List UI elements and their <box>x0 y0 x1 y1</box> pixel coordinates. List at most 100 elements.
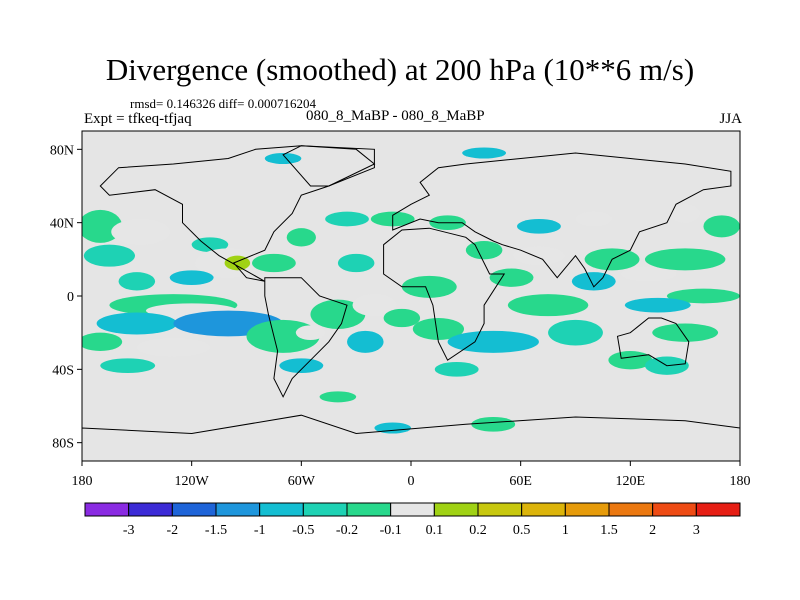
coastline-outline <box>99 145 376 282</box>
colorbar-label: -3 <box>123 523 135 538</box>
divergence-blob <box>644 248 726 271</box>
lon-tick-label: 180 <box>72 474 93 489</box>
divergence-blob <box>624 297 691 313</box>
divergence-blob <box>319 391 357 403</box>
latitude-axis: 80N 40N 0 40S 80S <box>50 143 82 452</box>
colorbar-swatch <box>346 502 392 517</box>
divergence-blob <box>465 241 503 260</box>
coastlines <box>82 145 740 461</box>
colorbar-swatch <box>521 502 566 517</box>
divergence-blob <box>347 330 384 353</box>
divergence-blob <box>517 219 561 234</box>
divergence-blob <box>136 338 210 357</box>
coastline-outline <box>383 227 506 361</box>
divergence-blob <box>82 332 123 351</box>
divergence-blob <box>489 268 534 287</box>
divergence-blob <box>670 204 700 223</box>
colorbar-label: 1.5 <box>600 523 618 538</box>
coastline-outline <box>82 414 740 461</box>
divergence-blob <box>621 266 677 282</box>
experiment-label: Expt = tfkeq-tfjaq <box>84 111 192 127</box>
divergence-blob <box>383 308 421 328</box>
divergence-blob <box>666 288 740 304</box>
lon-tick-label: 120W <box>175 474 210 489</box>
colorbar-label: 1 <box>562 523 569 538</box>
colorbar-swatch <box>564 502 610 517</box>
divergence-blob <box>507 294 589 317</box>
colorbar-swatch <box>302 502 348 517</box>
colorbar-swatch <box>433 502 479 517</box>
lat-tick-label: 40N <box>50 217 74 232</box>
divergence-blob <box>571 272 616 291</box>
coastline-outline <box>282 145 375 187</box>
divergence-blob <box>352 294 397 317</box>
colorbar-label: -0.1 <box>380 523 402 538</box>
divergence-blob <box>434 362 479 377</box>
colorbar-label: -1.5 <box>205 523 227 538</box>
coastline-outline <box>264 277 348 398</box>
divergence-blob <box>325 211 369 227</box>
lon-tick-label: 120E <box>616 474 646 489</box>
lon-tick-label: 60E <box>509 474 532 489</box>
divergence-blob <box>118 272 156 291</box>
stats-line: rmsd= 0.146326 diff= 0.000716204 <box>130 96 316 111</box>
lat-tick-label: 0 <box>67 290 74 305</box>
divergence-blob <box>169 270 214 285</box>
run-comparison-label: 080_8_MaBP - 080_8_MaBP <box>306 108 485 124</box>
colorbar: -3 -2 -1.5 -1 -0.5 -0.2 -0.1 0.1 0.2 0.5 1 1.5 2 3 <box>84 502 741 538</box>
colorbar-swatch <box>259 502 304 517</box>
lat-tick-label: 80S <box>52 437 74 452</box>
divergence-blob <box>96 312 178 335</box>
colorbar-swatch <box>128 502 173 517</box>
colorbar-swatch <box>390 502 435 517</box>
divergence-blob <box>548 319 603 346</box>
colorbar-label: -1 <box>254 523 266 538</box>
colorbar-label: 3 <box>693 523 700 538</box>
divergence-blob <box>279 358 324 373</box>
divergence-blob <box>401 275 457 298</box>
colorbar-swatch <box>608 502 654 517</box>
divergence-blob <box>337 253 375 273</box>
colorbar-swatch <box>215 502 261 517</box>
divergence-blob <box>264 153 302 164</box>
lon-tick-label: 0 <box>408 474 415 489</box>
divergence-blob <box>310 299 366 330</box>
divergence-blob <box>83 244 136 267</box>
divergence-blob <box>575 211 613 227</box>
divergence-blob <box>111 219 170 245</box>
divergence-blob <box>251 253 296 273</box>
divergence-blob <box>286 228 316 247</box>
colorbar-label: 0.2 <box>469 523 487 538</box>
divergence-contours <box>82 147 740 434</box>
colorbar-swatch <box>84 502 130 517</box>
divergence-blob <box>295 325 326 340</box>
divergence-blob <box>703 215 740 238</box>
colorbar-label: 2 <box>649 523 656 538</box>
colorbar-swatch <box>171 502 217 517</box>
divergence-blob <box>652 323 719 342</box>
lon-tick-label: 180 <box>730 474 751 489</box>
colorbar-swatch <box>477 502 523 517</box>
longitude-axis: 180 120W 60W 0 60E 120E 180 <box>72 461 751 489</box>
lat-tick-label: 80N <box>50 143 74 158</box>
colorbar-swatch <box>695 502 741 517</box>
divergence-blob <box>412 318 465 340</box>
colorbar-label: 0.5 <box>513 523 531 538</box>
divergence-blob <box>100 358 156 373</box>
coastline-outline <box>392 152 732 288</box>
divergence-blob <box>513 246 565 265</box>
colorbar-label: -0.2 <box>336 523 358 538</box>
colorbar-label: 0.1 <box>426 523 444 538</box>
plot-title: Divergence (smoothed) at 200 hPa (10**6 … <box>105 52 695 87</box>
divergence-blob <box>471 417 516 432</box>
colorbar-label: -0.5 <box>292 523 314 538</box>
divergence-blob <box>447 330 539 353</box>
colorbar-label: -2 <box>166 523 178 538</box>
season-label: JJA <box>719 111 742 127</box>
lon-tick-label: 60W <box>288 474 316 489</box>
coastline-outline <box>616 317 690 367</box>
colorbar-swatch <box>652 502 697 517</box>
lat-tick-label: 40S <box>52 363 74 378</box>
divergence-blob <box>462 147 507 159</box>
